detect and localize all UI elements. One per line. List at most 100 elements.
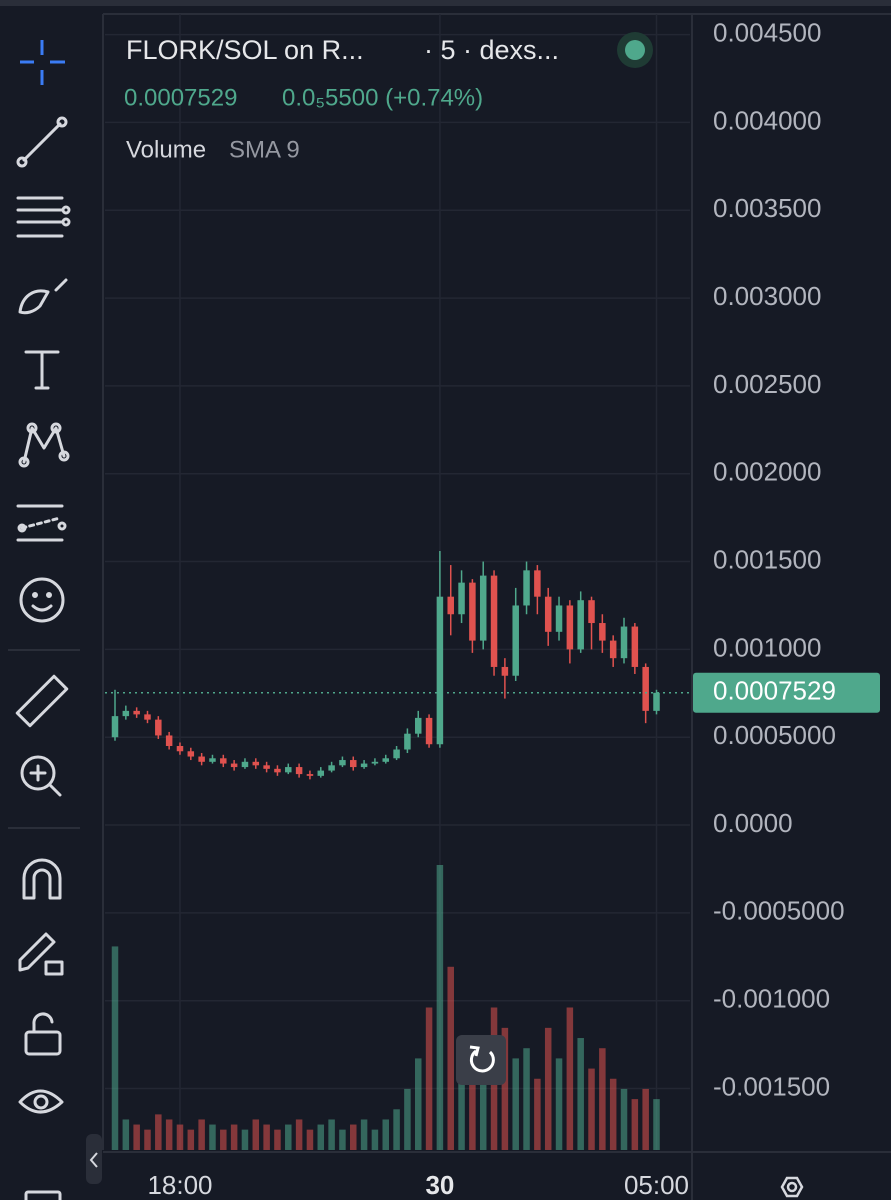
fib-tool[interactable] [16, 196, 71, 238]
crosshair-tool[interactable] [20, 40, 65, 85]
volume-bar [198, 1119, 205, 1150]
x-tick-label: 18:00 [147, 1170, 212, 1200]
volume-bar [295, 1119, 303, 1150]
volume-pane [111, 865, 660, 1150]
icon-tool[interactable] [19, 577, 65, 623]
candle-body [252, 761, 260, 766]
y-tick-label: 0.001000 [713, 632, 821, 662]
volume-bar [285, 1124, 292, 1150]
candle-body [165, 735, 173, 746]
volume-bar [263, 1124, 270, 1150]
volume-bar [588, 1068, 595, 1150]
last-price: 0.0007529 [124, 84, 237, 111]
volume-bar [512, 1058, 519, 1150]
volume-bar [176, 1124, 184, 1150]
candle-body [317, 770, 325, 776]
volume-bar [436, 865, 444, 1150]
volume-bar [534, 1078, 541, 1150]
candle-body [295, 767, 303, 775]
volume-bar [111, 946, 119, 1150]
candle-body [111, 716, 119, 738]
y-tick-label: -0.001500 [713, 1071, 830, 1101]
volume-bar [230, 1124, 238, 1150]
y-tick-label: -0.001000 [713, 984, 830, 1014]
lock-tool[interactable] [24, 1012, 62, 1056]
volume-bar [458, 1038, 465, 1150]
zoom-tool[interactable] [20, 755, 62, 797]
candle-body [360, 763, 368, 768]
candle-body [436, 596, 444, 745]
candle-body [209, 758, 216, 762]
prediction-tool[interactable] [16, 504, 67, 542]
candle-body [490, 575, 498, 667]
candle-body [144, 714, 151, 720]
candle-body [274, 768, 281, 773]
volume-bar [479, 1068, 487, 1150]
volume-bar [393, 1109, 400, 1150]
volume-bar [350, 1124, 357, 1150]
candle-body [414, 717, 422, 734]
candle-body [371, 761, 379, 764]
toolbar[interactable] [8, 40, 80, 1114]
volume-bar [122, 1119, 130, 1150]
volume-bar [631, 1099, 639, 1150]
volume-bar [555, 1058, 563, 1150]
volume-bar [447, 966, 454, 1150]
volume-bar [328, 1119, 335, 1150]
lock-drawings[interactable] [18, 932, 64, 976]
candle-body [155, 719, 162, 736]
candle-body [198, 756, 205, 762]
volume-bar [220, 1129, 227, 1150]
candle-body [479, 575, 487, 641]
volume-bar [566, 1007, 574, 1150]
candle-body [555, 605, 563, 632]
volume-bar [360, 1119, 368, 1150]
bottom-toolbar-item[interactable] [24, 1190, 62, 1200]
candle-body [263, 765, 270, 769]
interval-source: · 5 · dexs... [424, 35, 559, 65]
volume-bar [165, 1119, 173, 1150]
candle-body [642, 666, 649, 711]
volume-bar [620, 1088, 628, 1150]
text-tool[interactable] [24, 350, 60, 390]
candles [111, 551, 660, 780]
candle-body [241, 761, 249, 768]
pattern-tool[interactable] [18, 422, 70, 468]
volume-bar [317, 1124, 325, 1150]
candle-body [620, 626, 628, 659]
settings-button[interactable] [780, 1176, 804, 1198]
volume-bar [382, 1119, 389, 1150]
y-tick-label: 0.003000 [713, 281, 821, 311]
volume-bar [252, 1119, 260, 1150]
grid [105, 14, 690, 1150]
volume-bar [544, 1027, 552, 1150]
candle-body [220, 758, 227, 764]
volume-bar [306, 1129, 314, 1150]
y-tick-label: 0.003500 [713, 193, 821, 223]
measure-tool[interactable] [15, 674, 69, 728]
candle-body [501, 666, 509, 676]
candle-body [544, 596, 552, 632]
y-tick-label: 0.0000 [713, 808, 793, 838]
volume-bar [642, 1088, 649, 1150]
hide-tool[interactable] [18, 1089, 64, 1114]
volume-bar [609, 1078, 617, 1150]
candle-body [534, 570, 541, 597]
reset-chart-button[interactable] [456, 1035, 506, 1085]
brush-tool[interactable] [18, 278, 68, 315]
candle-body [631, 626, 639, 667]
volume-bar [599, 1048, 606, 1150]
x-tick-label: 05:00 [624, 1170, 689, 1200]
candle-body [285, 767, 292, 773]
top-bar [0, 0, 891, 6]
volume-bar [133, 1124, 140, 1150]
candle-body [404, 733, 411, 750]
collapse-toolbar[interactable] [86, 1134, 102, 1184]
last-price-tag-label: 0.0007529 [713, 676, 836, 706]
volume-bar [144, 1129, 151, 1150]
magnet-tool[interactable] [22, 858, 62, 900]
trend-line-tool[interactable] [16, 116, 68, 168]
volume-bar [523, 1048, 530, 1150]
